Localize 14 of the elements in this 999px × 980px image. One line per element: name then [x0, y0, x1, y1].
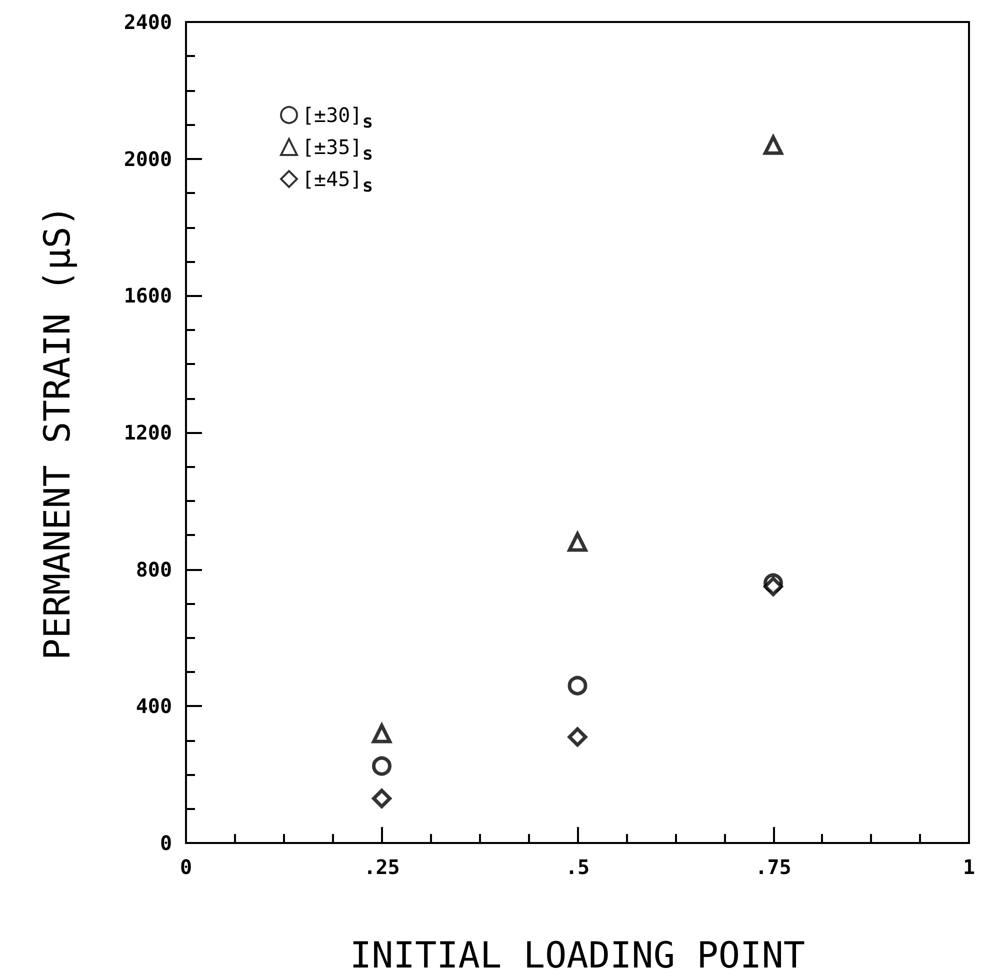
y-tick-label: 1200 [124, 420, 172, 444]
x-tick-label: 0 [180, 855, 192, 879]
x-tick-label: .75 [755, 855, 792, 879]
x-tick-label: 1 [962, 855, 976, 879]
x-tick-label: .25 [364, 855, 400, 879]
x-tick-label: .5 [565, 855, 590, 879]
y-tick-label: 800 [136, 557, 172, 582]
y-tick-label: 0 [160, 831, 172, 855]
y-tick-label: 2400 [124, 10, 172, 34]
y-axis-title: PERMANENT STRAIN (μS) [38, 204, 78, 660]
y-tick-label: 400 [136, 694, 172, 718]
y-tick-label: 2000 [124, 146, 172, 171]
x-axis-title: INITIAL LOADING POINT [350, 936, 806, 976]
y-tick-label: 1600 [124, 284, 172, 308]
